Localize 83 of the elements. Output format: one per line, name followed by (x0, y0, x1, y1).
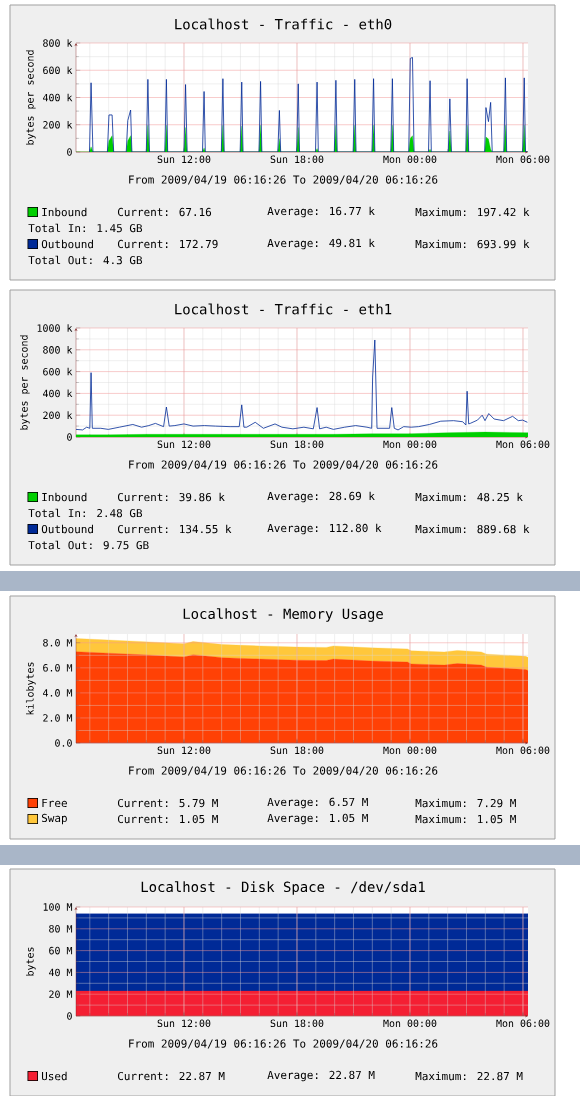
y-tick-label: 400 k (42, 389, 73, 398)
legend-label: Used (41, 1071, 67, 1081)
text: Maximum: 22.87 M (415, 1071, 523, 1081)
text: Current: 39.86 k (117, 492, 225, 502)
x-tick-label: Mon 00:00 (383, 155, 437, 164)
text: Average: 22.87 M (267, 1070, 375, 1082)
legend-label: Outbound (41, 239, 93, 249)
text: Current: 5.79 M (117, 798, 218, 808)
y-tick-label: 0 (67, 148, 72, 156)
x-tick-label: Mon 06:00 (496, 440, 550, 449)
legend-label: Free (42, 798, 67, 808)
text: Average: 28.69 k (267, 491, 375, 503)
y-tick-label: 2.0 M (43, 714, 73, 722)
text: From 2009/04/19 06:16:26 To 2009/04/20 06:16:26 (129, 175, 438, 185)
text: Total In: 2.48 GB (28, 508, 143, 518)
text: Current: 172.79 (117, 239, 218, 249)
x-tick-label: Mon 00:00 (383, 746, 437, 755)
x-tick-label: Mon 06:00 (496, 155, 550, 164)
x-tick-label: Sun 12:00 (157, 155, 211, 164)
text: Maximum: 889.68 k (415, 524, 530, 534)
text: Total Out: 9.75 GB (28, 540, 149, 550)
x-tick-label: Sun 18:00 (270, 440, 324, 449)
text: Maximum: 197.42 k (415, 207, 530, 217)
chart-title: Localhost - Traffic - eth0 (175, 18, 392, 30)
x-tick-label: Mon 06:00 (496, 1019, 550, 1028)
text: Current: 22.87 M (117, 1071, 225, 1081)
y-tick-label: 0 (67, 433, 72, 441)
x-tick-label: Sun 12:00 (157, 1019, 211, 1028)
y-tick-label: 200 k (43, 120, 73, 129)
text: Total Out: 4.3 GB (28, 255, 143, 265)
y-axis-title: bytes (26, 947, 36, 976)
text: Maximum: 48.25 k (415, 492, 523, 502)
text: Average: 112.80 k (267, 523, 382, 535)
legend-label: Swap (41, 813, 67, 825)
y-tick-label: 20 M (49, 990, 73, 998)
text: From 2009/04/19 06:16:26 To 2009/04/20 06:16:26 (129, 766, 438, 776)
x-tick-label: Sun 12:00 (157, 746, 211, 755)
text: Maximum: 1.05 M (415, 814, 516, 824)
text: Current: 1.05 M (117, 814, 218, 824)
y-tick-label: 400 k (42, 93, 73, 102)
line-series (89, 57, 528, 152)
y-tick-label: 0.0 (55, 739, 72, 747)
legend-label: Inbound (42, 207, 87, 217)
y-tick-label: 800 k (43, 345, 73, 354)
y-tick-label: 800 k (43, 39, 73, 47)
text: Average: 1.05 M (267, 813, 368, 825)
x-tick-label: Sun 12:00 (157, 440, 211, 449)
x-tick-label: Mon 06:00 (496, 746, 550, 755)
chart-title: Localhost - Disk Space - /dev/sda1 (141, 881, 425, 895)
chart-title: Localhost - Memory Usage (183, 608, 383, 622)
x-tick-label: Mon 00:00 (383, 440, 437, 449)
y-tick-label: 4.0 M (42, 689, 73, 697)
y-axis-title: kilobytes (25, 662, 36, 715)
y-tick-label: 600 k (43, 66, 73, 75)
text: Average: 49.81 k (267, 238, 375, 250)
text: Average: 16.77 k (267, 206, 375, 218)
text: Maximum: 7.29 M (415, 798, 516, 808)
y-tick-label: 60 M (49, 946, 73, 955)
y-tick-label: 80 M (49, 925, 73, 933)
y-axis-title: bytes per second (20, 335, 30, 430)
text: Total In: 1.45 GB (28, 223, 143, 233)
x-tick-label: Mon 00:00 (383, 1019, 437, 1028)
x-tick-label: Sun 18:00 (270, 155, 324, 164)
y-tick-label: 8.0 M (43, 639, 73, 647)
text: Current: 67.16 (117, 207, 212, 217)
y-tick-label: 1000 k (37, 324, 73, 332)
text: Average: 6.57 M (267, 797, 368, 809)
y-axis-title: bytes per second (26, 50, 36, 145)
y-tick-label: 200 k (43, 411, 73, 420)
y-tick-label: 6.0 M (43, 664, 73, 672)
x-tick-label: Sun 18:00 (270, 1019, 324, 1028)
legend-label: Outbound (41, 524, 93, 534)
chart-title: Localhost - Traffic - eth1 (175, 303, 392, 315)
y-tick-label: 40 M (48, 968, 73, 977)
text: From 2009/04/19 06:16:26 To 2009/04/20 06:16:26 (129, 1039, 438, 1049)
text: From 2009/04/19 06:16:26 To 2009/04/20 06:16:26 (129, 460, 438, 470)
legend-label: Inbound (42, 492, 87, 502)
y-tick-label: 600 k (43, 367, 73, 376)
y-tick-label: 100 M (43, 903, 73, 911)
x-tick-label: Sun 18:00 (270, 746, 324, 755)
text: Maximum: 693.99 k (415, 239, 530, 249)
text: Current: 134.55 k (117, 524, 232, 534)
y-tick-label: 0 (67, 1012, 72, 1020)
